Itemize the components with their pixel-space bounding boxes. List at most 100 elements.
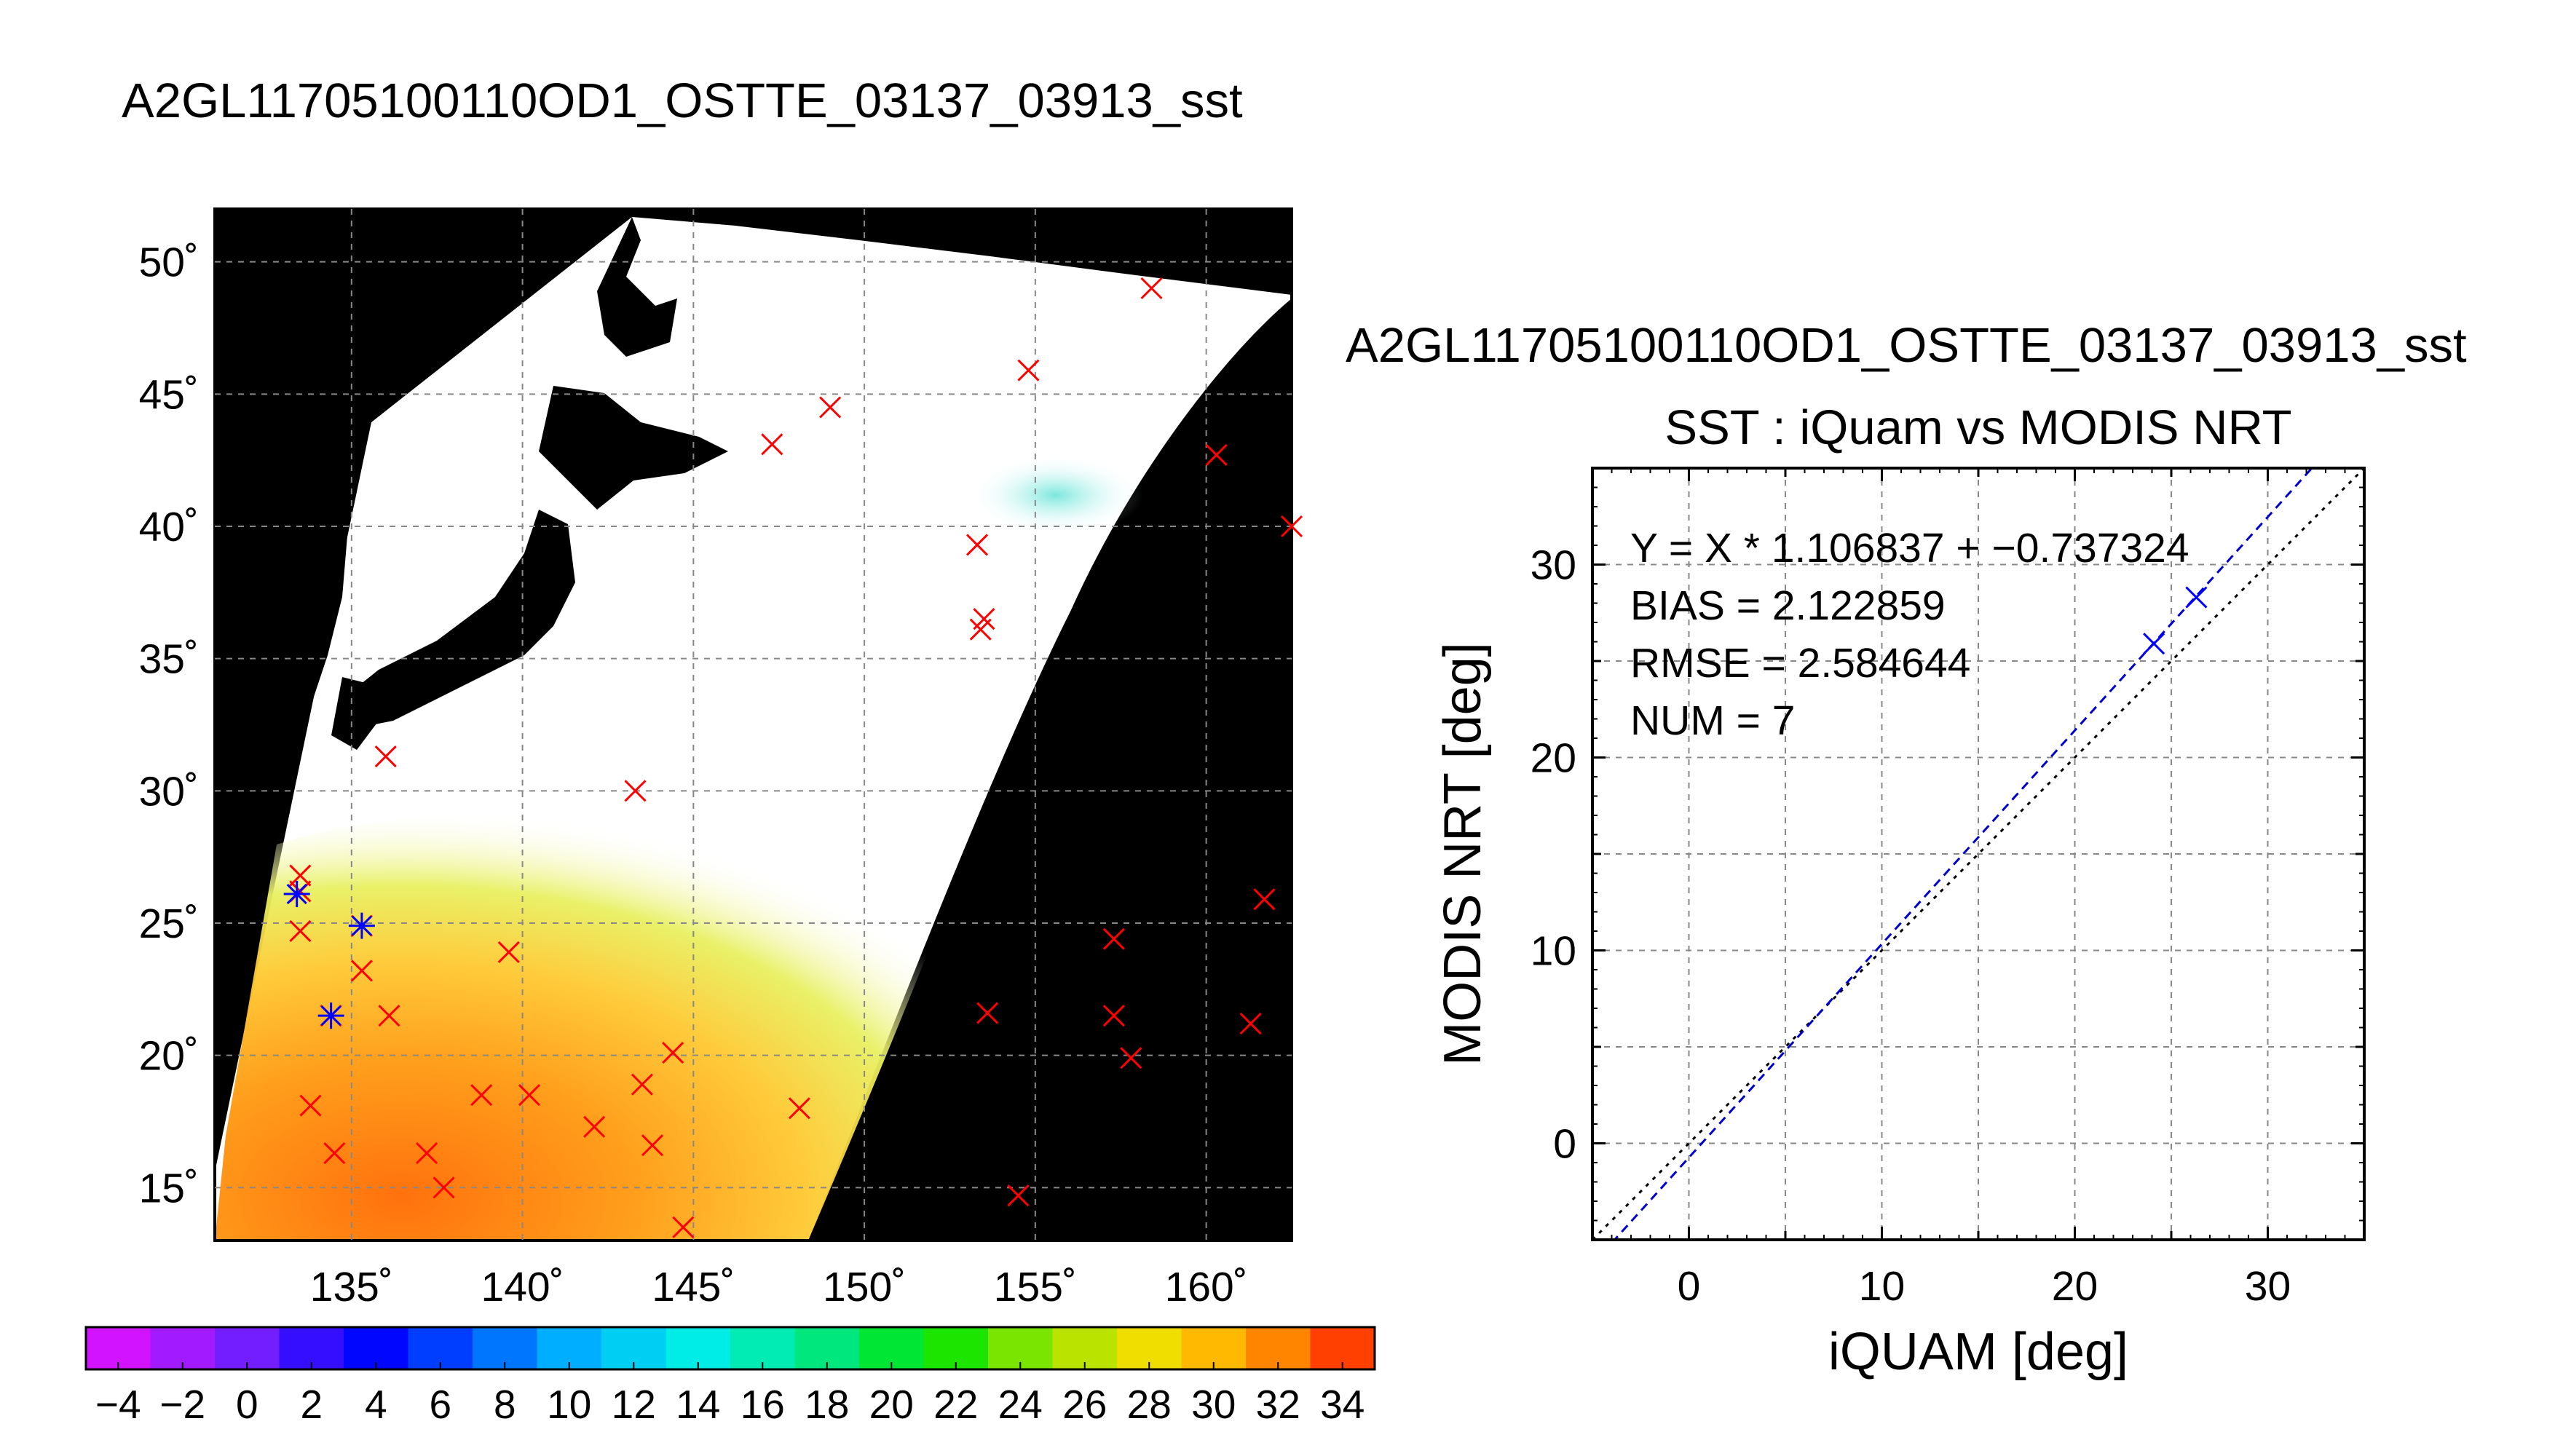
matchup-red-x-26 — [631, 1073, 653, 1096]
scatter-point-0-stroke-b — [2143, 633, 2165, 655]
scatter-stats: Y = X * 1.106837 + −0.737324 BIAS = 2.12… — [1630, 525, 2189, 744]
lon-tick-label-1: 140˚ — [481, 1264, 564, 1310]
matchup-red-x-14-stroke-b — [289, 919, 312, 942]
matchup-red-x-28-stroke-b — [518, 1084, 541, 1107]
colorbar-tick-label-1: −2 — [159, 1382, 205, 1427]
matchup-red-x-20-stroke-b — [378, 1005, 400, 1027]
matchup-red-x-2-stroke-b — [819, 396, 842, 419]
lat-tick-label-2: 25˚ — [139, 901, 199, 947]
colorbar-tick-label-13: 22 — [933, 1382, 978, 1427]
stat-bias: BIAS = 2.122859 — [1630, 582, 1946, 629]
lon-tick-label-3: 150˚ — [823, 1264, 906, 1310]
map-lat-labels: 15˚ 20˚ 25˚ 30˚ 35˚ 40˚ 45˚ 50˚ — [139, 240, 199, 1212]
matchup-red-x-33 — [323, 1142, 346, 1165]
matchup-red-x-10-stroke-b — [624, 780, 647, 802]
matchup-red-x-3 — [761, 433, 783, 456]
one-to-one-line — [1592, 468, 2364, 1240]
matchup-red-x-9-stroke-b — [374, 745, 397, 768]
matchup-blue-star-2-d2 — [286, 883, 307, 905]
colorbar-tick-label-8: 12 — [612, 1382, 656, 1427]
lon-tick-label-2: 145˚ — [652, 1264, 735, 1310]
matchup-red-x-14 — [289, 919, 312, 942]
map-markers — [283, 277, 1303, 1238]
matchup-red-x-27 — [470, 1084, 493, 1107]
matchup-red-x-21-stroke-b — [1102, 1005, 1125, 1027]
scatter-point-0 — [2143, 633, 2165, 655]
matchup-red-x-22 — [1239, 1013, 1262, 1035]
colorbar-tick-label-3: 2 — [300, 1382, 323, 1427]
scatter-y-axis-label: MODIS NRT [deg] — [1434, 642, 1492, 1066]
lon-tick-label-0: 135˚ — [310, 1264, 393, 1310]
colorbar-tick-label-2: 0 — [236, 1382, 258, 1427]
matchup-red-x-29 — [299, 1094, 322, 1117]
scatter-y-tick-labels: 0 10 20 30 — [1531, 542, 1576, 1168]
matchup-red-x-37-stroke-b — [672, 1216, 695, 1238]
matchup-red-x-5 — [1280, 515, 1303, 538]
matchup-blue-star-0-d2 — [320, 1005, 341, 1026]
matchup-red-x-31 — [583, 1115, 606, 1138]
colorbar-tick-label-17: 30 — [1191, 1382, 1236, 1427]
colorbar-labels: −4 −2 0 2 4 6 8 10 12 14 16 18 20 22 24 26 28 30 32 34 — [95, 1362, 1365, 1427]
matchup-red-x-5-stroke-b — [1280, 515, 1303, 538]
matchup-blue-star-2 — [283, 881, 310, 908]
scatter-y-tick-label-10: 10 — [1531, 928, 1576, 975]
matchup-red-x-0-stroke-b — [1140, 277, 1163, 300]
colorbar-tick-label-15: 26 — [1062, 1382, 1107, 1427]
matchup-red-x-24 — [662, 1041, 684, 1064]
land-asia — [215, 209, 632, 801]
matchup-red-x-17-stroke-b — [497, 941, 520, 964]
scatter-title: SST : iQuam vs MODIS NRT — [1664, 400, 2291, 455]
matchup-red-x-35-stroke-b — [433, 1176, 455, 1199]
lat-tick-label-6: 45˚ — [139, 371, 199, 418]
matchup-red-x-30-stroke-b — [788, 1097, 810, 1120]
map-grid — [215, 209, 1292, 1241]
colorbar-tick-label-0: −4 — [95, 1382, 141, 1427]
scatter-x-tick-label-20: 20 — [2052, 1263, 2098, 1310]
map-frame — [213, 207, 1293, 1242]
scatter-point-1-stroke-b — [2185, 586, 2208, 609]
matchup-red-x-1 — [1017, 359, 1040, 381]
matchup-red-x-34-stroke-b — [416, 1142, 438, 1165]
matchup-red-x-33-stroke-b — [323, 1142, 346, 1165]
scatter-y-tick-label-30: 30 — [1531, 542, 1576, 589]
lat-tick-label-7: 50˚ — [139, 240, 199, 286]
matchup-red-x-17 — [497, 941, 520, 964]
colorbar-tick-label-19: 34 — [1320, 1382, 1365, 1427]
matchup-blue-star-1-d2 — [351, 915, 372, 936]
matchup-red-x-11 — [289, 864, 312, 887]
colorbar-tick-label-4: 4 — [365, 1382, 387, 1427]
matchup-red-x-6 — [965, 534, 989, 556]
stat-rmse: RMSE = 2.584644 — [1630, 640, 1970, 687]
matchup-red-x-22-stroke-b — [1239, 1013, 1262, 1035]
matchup-red-x-35 — [433, 1176, 455, 1199]
lon-tick-label-5: 160˚ — [1165, 1264, 1248, 1310]
colorbar-frame — [84, 1326, 1376, 1371]
matchup-red-x-11-stroke-b — [289, 864, 312, 887]
scatter-x-axis-label: iQUAM [deg] — [1828, 1323, 2128, 1381]
scatter-x-tick-labels: 0 10 20 30 — [1678, 1263, 2291, 1310]
colorbar: −4 −2 0 2 4 6 8 10 12 14 16 18 20 22 24 26 28 30 32 34 — [84, 1326, 1376, 1427]
colorbar-cells — [86, 1327, 1375, 1369]
matchup-red-x-34 — [416, 1142, 438, 1165]
lat-tick-label-4: 35˚ — [139, 636, 199, 683]
colorbar-tick-label-14: 24 — [998, 1382, 1043, 1427]
matchup-red-x-0 — [1140, 277, 1163, 300]
map-lon-labels: 135˚ 140˚ 145˚ 150˚ 155˚ 160˚ — [310, 1264, 1248, 1310]
matchup-red-x-21 — [1102, 1005, 1125, 1027]
colorbar-tick-label-16: 28 — [1127, 1382, 1172, 1427]
matchup-red-x-27-stroke-b — [470, 1084, 493, 1107]
matchup-red-x-16 — [1102, 927, 1125, 950]
matchup-red-x-37 — [672, 1216, 695, 1238]
matchup-red-x-8-stroke-b — [969, 618, 992, 641]
lat-tick-label-3: 30˚ — [139, 768, 199, 815]
stat-fit-equation: Y = X * 1.106837 + −0.737324 — [1630, 525, 2189, 571]
scatter-x-tick-label-30: 30 — [2245, 1263, 2291, 1310]
stat-num: NUM = 7 — [1630, 697, 1795, 744]
matchup-red-x-19-stroke-b — [976, 1002, 999, 1024]
scatter-x-tick-label-10: 10 — [1859, 1263, 1905, 1310]
sst-warm-region — [215, 808, 961, 1241]
scatter-y-tick-label-20: 20 — [1531, 735, 1576, 782]
matchup-red-x-1-stroke-b — [1017, 359, 1040, 381]
matchup-red-x-36 — [1007, 1184, 1030, 1207]
